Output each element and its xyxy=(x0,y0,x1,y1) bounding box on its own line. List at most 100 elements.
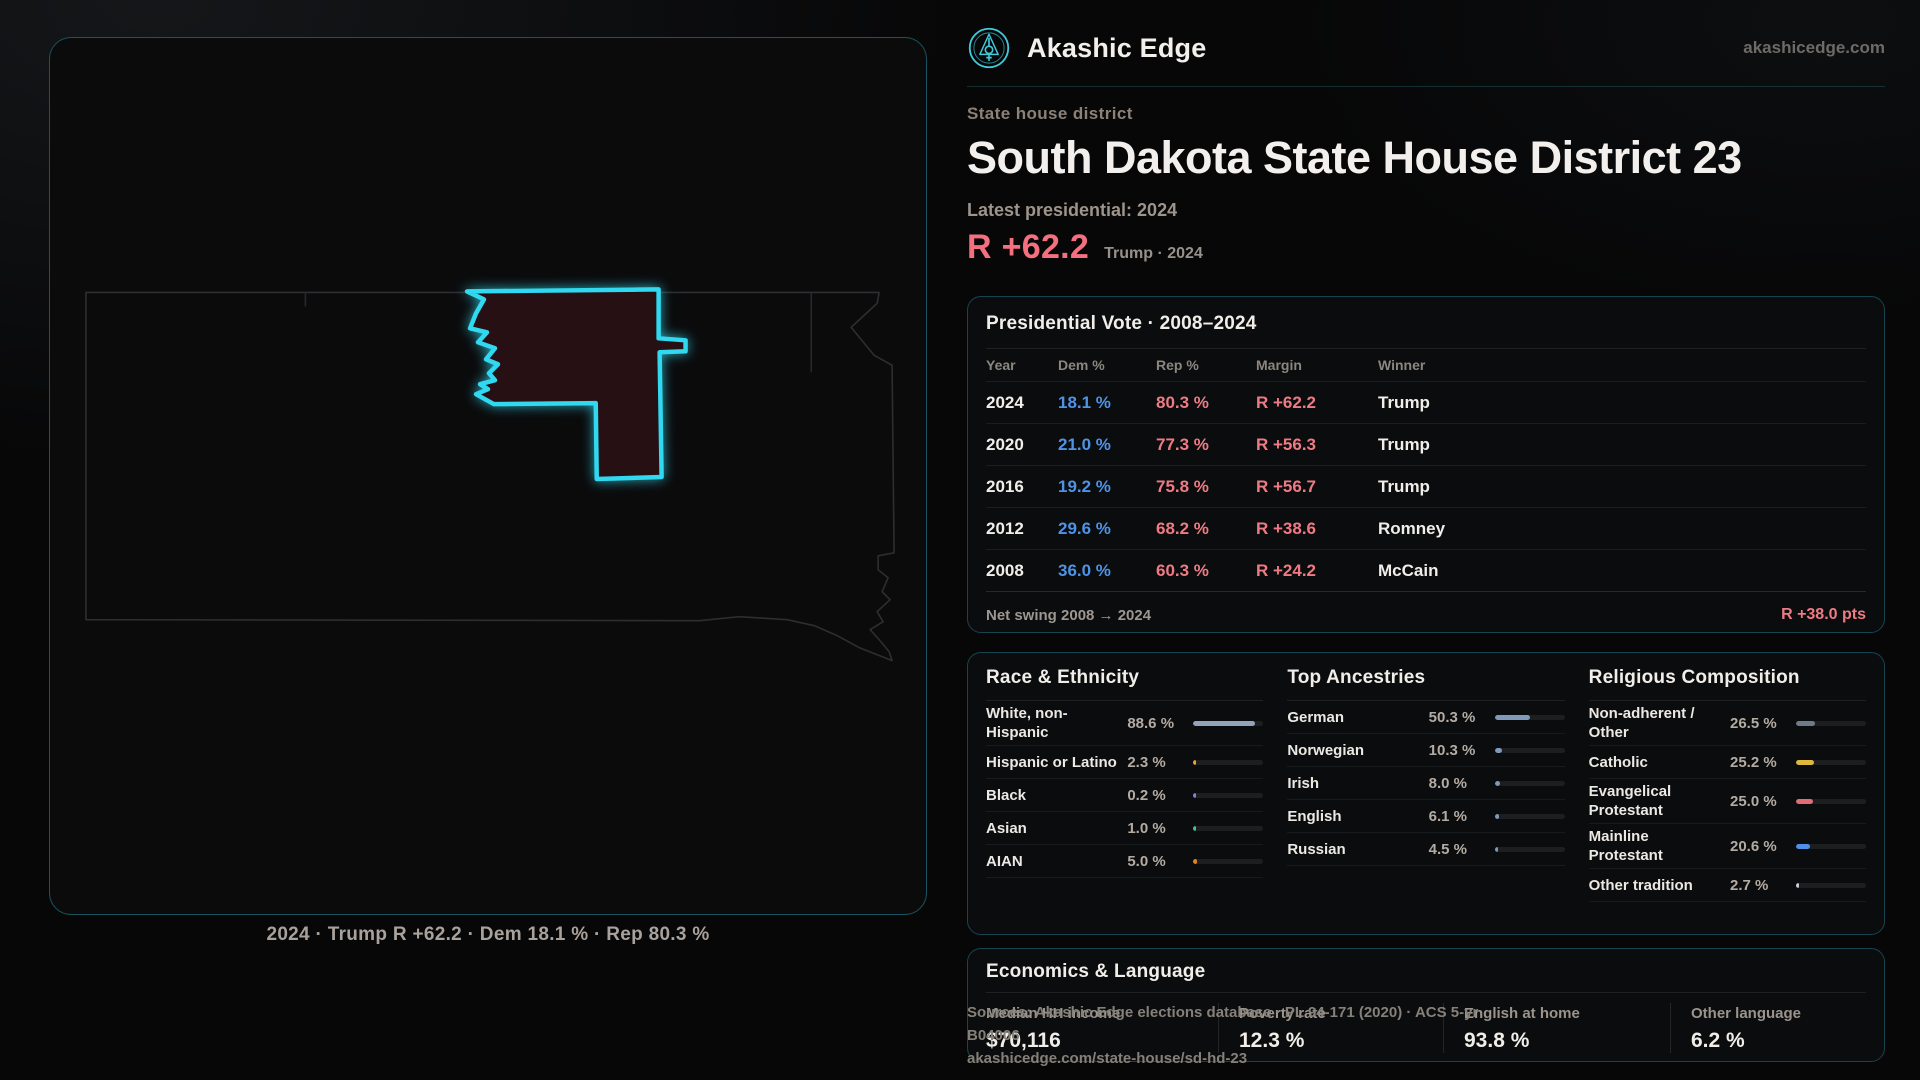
district-shape xyxy=(464,287,688,482)
list-item: Norwegian 10.3 % xyxy=(1287,734,1565,767)
stat-label: English at home xyxy=(1464,1005,1580,1022)
bar-track xyxy=(1193,792,1264,798)
metric-label: Non-adherent / Other xyxy=(1588,705,1695,741)
metric-label: Other tradition xyxy=(1588,876,1693,894)
bar-track xyxy=(1795,843,1866,849)
metric-label: AIAN xyxy=(986,852,1023,870)
bar-fill xyxy=(1193,858,1197,864)
bar-fill xyxy=(1795,720,1815,726)
economics-stat: Other language 6.2 % xyxy=(1670,1003,1866,1053)
metric-label: Asian xyxy=(986,819,1027,837)
metric-label: Norwegian xyxy=(1287,741,1365,759)
demographics-card: Race & Ethnicity White, non-Hispanic 88.6… xyxy=(967,652,1885,935)
brand-domain-link[interactable]: akashicedge.com xyxy=(1743,38,1885,57)
column-header: Year xyxy=(986,357,1016,373)
ancestries-panel-title: Top Ancestries xyxy=(1287,667,1565,701)
internal-boundary-line xyxy=(304,292,813,373)
table-cell: 2024 xyxy=(986,381,1058,423)
bar-fill xyxy=(1795,843,1811,849)
bar-track xyxy=(1494,813,1565,819)
ancestries-list: German 50.3 % Norwegian 10.3 % Irish 8.0 % Eng… xyxy=(1287,701,1565,866)
bar-fill xyxy=(1795,759,1814,765)
stat-label: Poverty rate xyxy=(1239,1005,1326,1022)
economics-card-title: Economics & Language xyxy=(986,961,1866,993)
table-cell: Trump xyxy=(1378,465,1866,507)
economics-stats: Median HH income $70,116 Poverty rate 12.3 … xyxy=(986,993,1866,1053)
list-item: Asian 1.0 % xyxy=(986,812,1264,845)
list-item: Hispanic or Latino 2.3 % xyxy=(986,746,1264,779)
list-item: AIAN 5.0 % xyxy=(986,845,1264,878)
metric-label: English xyxy=(1287,807,1342,825)
bar-track xyxy=(1494,780,1565,786)
metric-value: 6.1 % xyxy=(1428,807,1468,825)
bar-fill xyxy=(1193,759,1197,765)
metric-value: 5.0 % xyxy=(1127,852,1166,870)
table-cell: R +62.2 xyxy=(1256,381,1378,423)
metric-label: Irish xyxy=(1287,774,1320,792)
bar-fill xyxy=(1193,825,1197,831)
bar-track xyxy=(1494,714,1565,720)
table-cell: Trump xyxy=(1378,423,1866,465)
economics-stat: Median HH income $70,116 xyxy=(986,1003,1218,1053)
bar-track xyxy=(1494,846,1565,852)
net-swing-label: Net swing 2008 → 2024 xyxy=(986,606,1152,624)
akashic-emblem-icon xyxy=(968,27,1010,69)
religion-panel-title: Religious Composition xyxy=(1588,667,1866,701)
metric-value: 26.5 % xyxy=(1729,714,1777,732)
list-item: Russian 4.5 % xyxy=(1287,833,1565,866)
state-outline xyxy=(85,291,895,662)
bar-track xyxy=(1795,759,1866,765)
table-cell: 18.1 % xyxy=(1058,381,1156,423)
economics-stat: Poverty rate 12.3 % xyxy=(1218,1003,1443,1053)
economics-stat: English at home 93.8 % xyxy=(1443,1003,1670,1053)
metric-value: 0.2 % xyxy=(1127,786,1166,804)
table-cell: 68.2 % xyxy=(1156,507,1256,549)
table-cell: 2016 xyxy=(986,465,1058,507)
list-item: Mainline Protestant 20.6 % xyxy=(1588,824,1866,869)
list-item: English 6.1 % xyxy=(1287,800,1565,833)
list-item: Other tradition 2.7 % xyxy=(1588,869,1866,902)
page-title: South Dakota State House District 23 xyxy=(967,132,1742,183)
list-item: Catholic 25.2 % xyxy=(1588,746,1866,779)
metric-value: 10.3 % xyxy=(1428,741,1476,759)
table-cell: Romney xyxy=(1378,507,1866,549)
metric-value: 88.6 % xyxy=(1127,714,1175,732)
race-panel-title: Race & Ethnicity xyxy=(986,667,1264,701)
table-cell: 2008 xyxy=(986,549,1058,591)
table-cell: 2012 xyxy=(986,507,1058,549)
bar-fill xyxy=(1494,846,1498,852)
bar-track xyxy=(1795,798,1866,804)
metric-label: Hispanic or Latino xyxy=(986,753,1117,771)
list-item: Non-adherent / Other 26.5 % xyxy=(1588,701,1866,746)
stat-label: Other language xyxy=(1691,1005,1802,1022)
bar-fill xyxy=(1494,813,1499,819)
stat-label: Median HH income xyxy=(986,1005,1121,1022)
list-item: White, non-Hispanic 88.6 % xyxy=(986,701,1264,746)
bar-fill xyxy=(1193,720,1256,726)
latest-presidential-label: Latest presidential: 2024 xyxy=(967,200,1178,220)
sources-footer: Sources: Akashic Edge elections database… xyxy=(967,1001,1527,1070)
column-header: Rep % xyxy=(1156,357,1199,373)
table-cell: R +24.2 xyxy=(1256,549,1378,591)
table-cell: 36.0 % xyxy=(1058,549,1156,591)
bar-fill xyxy=(1795,798,1814,804)
table-cell: 75.8 % xyxy=(1156,465,1256,507)
kicker: State house district xyxy=(967,104,1133,123)
bar-fill xyxy=(1494,747,1502,753)
table-cell: R +56.3 xyxy=(1256,423,1378,465)
race-ethnicity-panel: Race & Ethnicity White, non-Hispanic 88.6… xyxy=(986,667,1264,920)
metric-value: 2.3 % xyxy=(1127,753,1166,771)
metric-value: 25.0 % xyxy=(1729,792,1777,810)
stat-value: 12.3 % xyxy=(1239,1029,1305,1052)
top-ancestries-panel: Top Ancestries German 50.3 % Norwegian 10.3… xyxy=(1287,667,1565,920)
south-dakota-map xyxy=(85,287,895,662)
metric-value: 8.0 % xyxy=(1428,774,1468,792)
column-header: Winner xyxy=(1378,357,1426,373)
race-list: White, non-Hispanic 88.6 % Hispanic or Lat… xyxy=(986,701,1264,878)
column-header: Dem % xyxy=(1058,357,1105,373)
net-swing-value: R +38.0 pts xyxy=(1781,606,1866,623)
metric-label: Mainline Protestant xyxy=(1588,828,1663,864)
headline-margin: R +62.2 xyxy=(967,228,1090,266)
bar-track xyxy=(1193,759,1264,765)
